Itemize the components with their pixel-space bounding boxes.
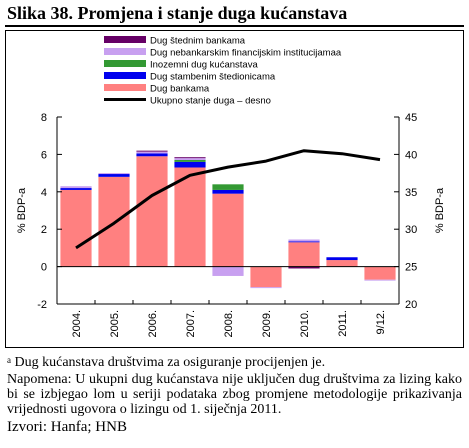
y-tick-label-left: -2 bbox=[37, 299, 47, 311]
x-tick-label: 2005. bbox=[109, 310, 121, 338]
bar-2-8 bbox=[326, 257, 358, 261]
bar-2-7 bbox=[288, 241, 320, 243]
footnote-text: Dug kućanstava društvima za osiguranje p… bbox=[14, 355, 326, 370]
bar-2-5 bbox=[212, 189, 244, 194]
x-tick-label: 2010. bbox=[299, 310, 311, 338]
footnote: a Dug kućanstava društvima za osiguranje… bbox=[7, 355, 462, 370]
bar-1-4 bbox=[174, 167, 206, 267]
y-tick-label-right: 45 bbox=[405, 112, 417, 124]
legend-swatch-4 bbox=[104, 72, 146, 79]
x-tick-label: 2009. bbox=[261, 310, 273, 338]
bar-4-2 bbox=[98, 173, 130, 175]
legend-label-1: Dug štednim bankama bbox=[150, 36, 246, 47]
y-axis-title-right: % BDP-a bbox=[434, 187, 446, 233]
bar-1-9 bbox=[364, 266, 396, 280]
bar-5-7 bbox=[288, 266, 320, 269]
legend-label-5: Dug bankama bbox=[150, 84, 210, 95]
y-axis-title-left: % BDP-a bbox=[16, 187, 28, 233]
bar-4-3 bbox=[136, 151, 168, 154]
y-tick-label-left: 8 bbox=[41, 112, 47, 124]
bar-1-8 bbox=[326, 260, 358, 267]
x-tick-label: 2007. bbox=[185, 310, 197, 338]
legend-swatch-3 bbox=[104, 60, 146, 67]
x-tick-label: 2011. bbox=[337, 310, 349, 337]
x-tick-label: 9/12. bbox=[375, 310, 387, 334]
bar-2-4 bbox=[174, 161, 206, 168]
methodology-note: Napomena: U ukupni dug kućanstava nije u… bbox=[7, 372, 462, 417]
bar-4-9 bbox=[364, 279, 396, 281]
x-tick-label: 2008. bbox=[223, 310, 235, 338]
bar-1-1 bbox=[60, 189, 92, 267]
total-debt-line bbox=[75, 149, 381, 250]
legend-swatch-1 bbox=[104, 36, 146, 43]
bar-4-7 bbox=[288, 239, 320, 242]
bar-1-5 bbox=[212, 193, 244, 267]
y-tick-label-left: 0 bbox=[41, 262, 47, 274]
bar-5-3 bbox=[136, 150, 168, 152]
bar-3-5 bbox=[212, 184, 244, 190]
bar-4-1 bbox=[60, 186, 92, 189]
bar-2-3 bbox=[136, 153, 168, 157]
bar-3-4 bbox=[174, 160, 206, 162]
bar-5-4 bbox=[174, 157, 206, 159]
legend-swatch-5 bbox=[104, 84, 146, 91]
bar-4-5 bbox=[212, 266, 244, 276]
x-tick-label: 2006. bbox=[147, 310, 159, 338]
figure-title: Slika 38. Promjena i stanje duga kućanst… bbox=[7, 3, 348, 23]
bar-4-6 bbox=[250, 287, 282, 289]
y-tick-label-right: 30 bbox=[405, 224, 417, 236]
y-tick-label-left: 2 bbox=[41, 224, 47, 236]
y-tick-label-left: 6 bbox=[41, 149, 47, 161]
bar-1-6 bbox=[250, 266, 282, 288]
bar-2-1 bbox=[60, 188, 92, 190]
footnote-marker: a bbox=[7, 355, 11, 365]
sources: Izvori: Hanfa; HNB bbox=[7, 419, 127, 435]
chart-frame bbox=[5, 30, 464, 348]
legend-swatch-2 bbox=[104, 48, 146, 55]
legend-label-2: Dug nebankarskim financijskim institucij… bbox=[150, 48, 342, 59]
figure-notes: a Dug kućanstava društvima za osiguranje… bbox=[7, 355, 462, 435]
y-tick-label-right: 20 bbox=[405, 299, 417, 311]
legend-label-4: Dug stambenim štedionicama bbox=[150, 72, 276, 83]
y-tick-label-right: 35 bbox=[405, 187, 417, 199]
bar-1-7 bbox=[288, 242, 320, 267]
legend-label-3: Inozemni dug kućanstava bbox=[150, 60, 258, 71]
bar-2-2 bbox=[98, 174, 130, 177]
bar-1-3 bbox=[136, 156, 168, 267]
y-tick-label-left: 4 bbox=[41, 187, 47, 199]
legend-label-line: Ukupno stanje duga – desno bbox=[150, 96, 271, 107]
title-rule bbox=[5, 25, 464, 27]
y-tick-label-right: 40 bbox=[405, 149, 417, 161]
y-tick-label-right: 25 bbox=[405, 262, 417, 274]
bar-4-4 bbox=[174, 158, 206, 161]
x-tick-label: 2004. bbox=[71, 310, 83, 338]
